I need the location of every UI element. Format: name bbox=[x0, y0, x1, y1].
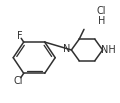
Text: Cl: Cl bbox=[97, 6, 106, 16]
Text: N: N bbox=[63, 44, 71, 54]
Text: NH: NH bbox=[101, 45, 116, 55]
Text: F: F bbox=[17, 31, 22, 41]
Text: Cl: Cl bbox=[14, 76, 23, 86]
Text: H: H bbox=[98, 16, 105, 26]
